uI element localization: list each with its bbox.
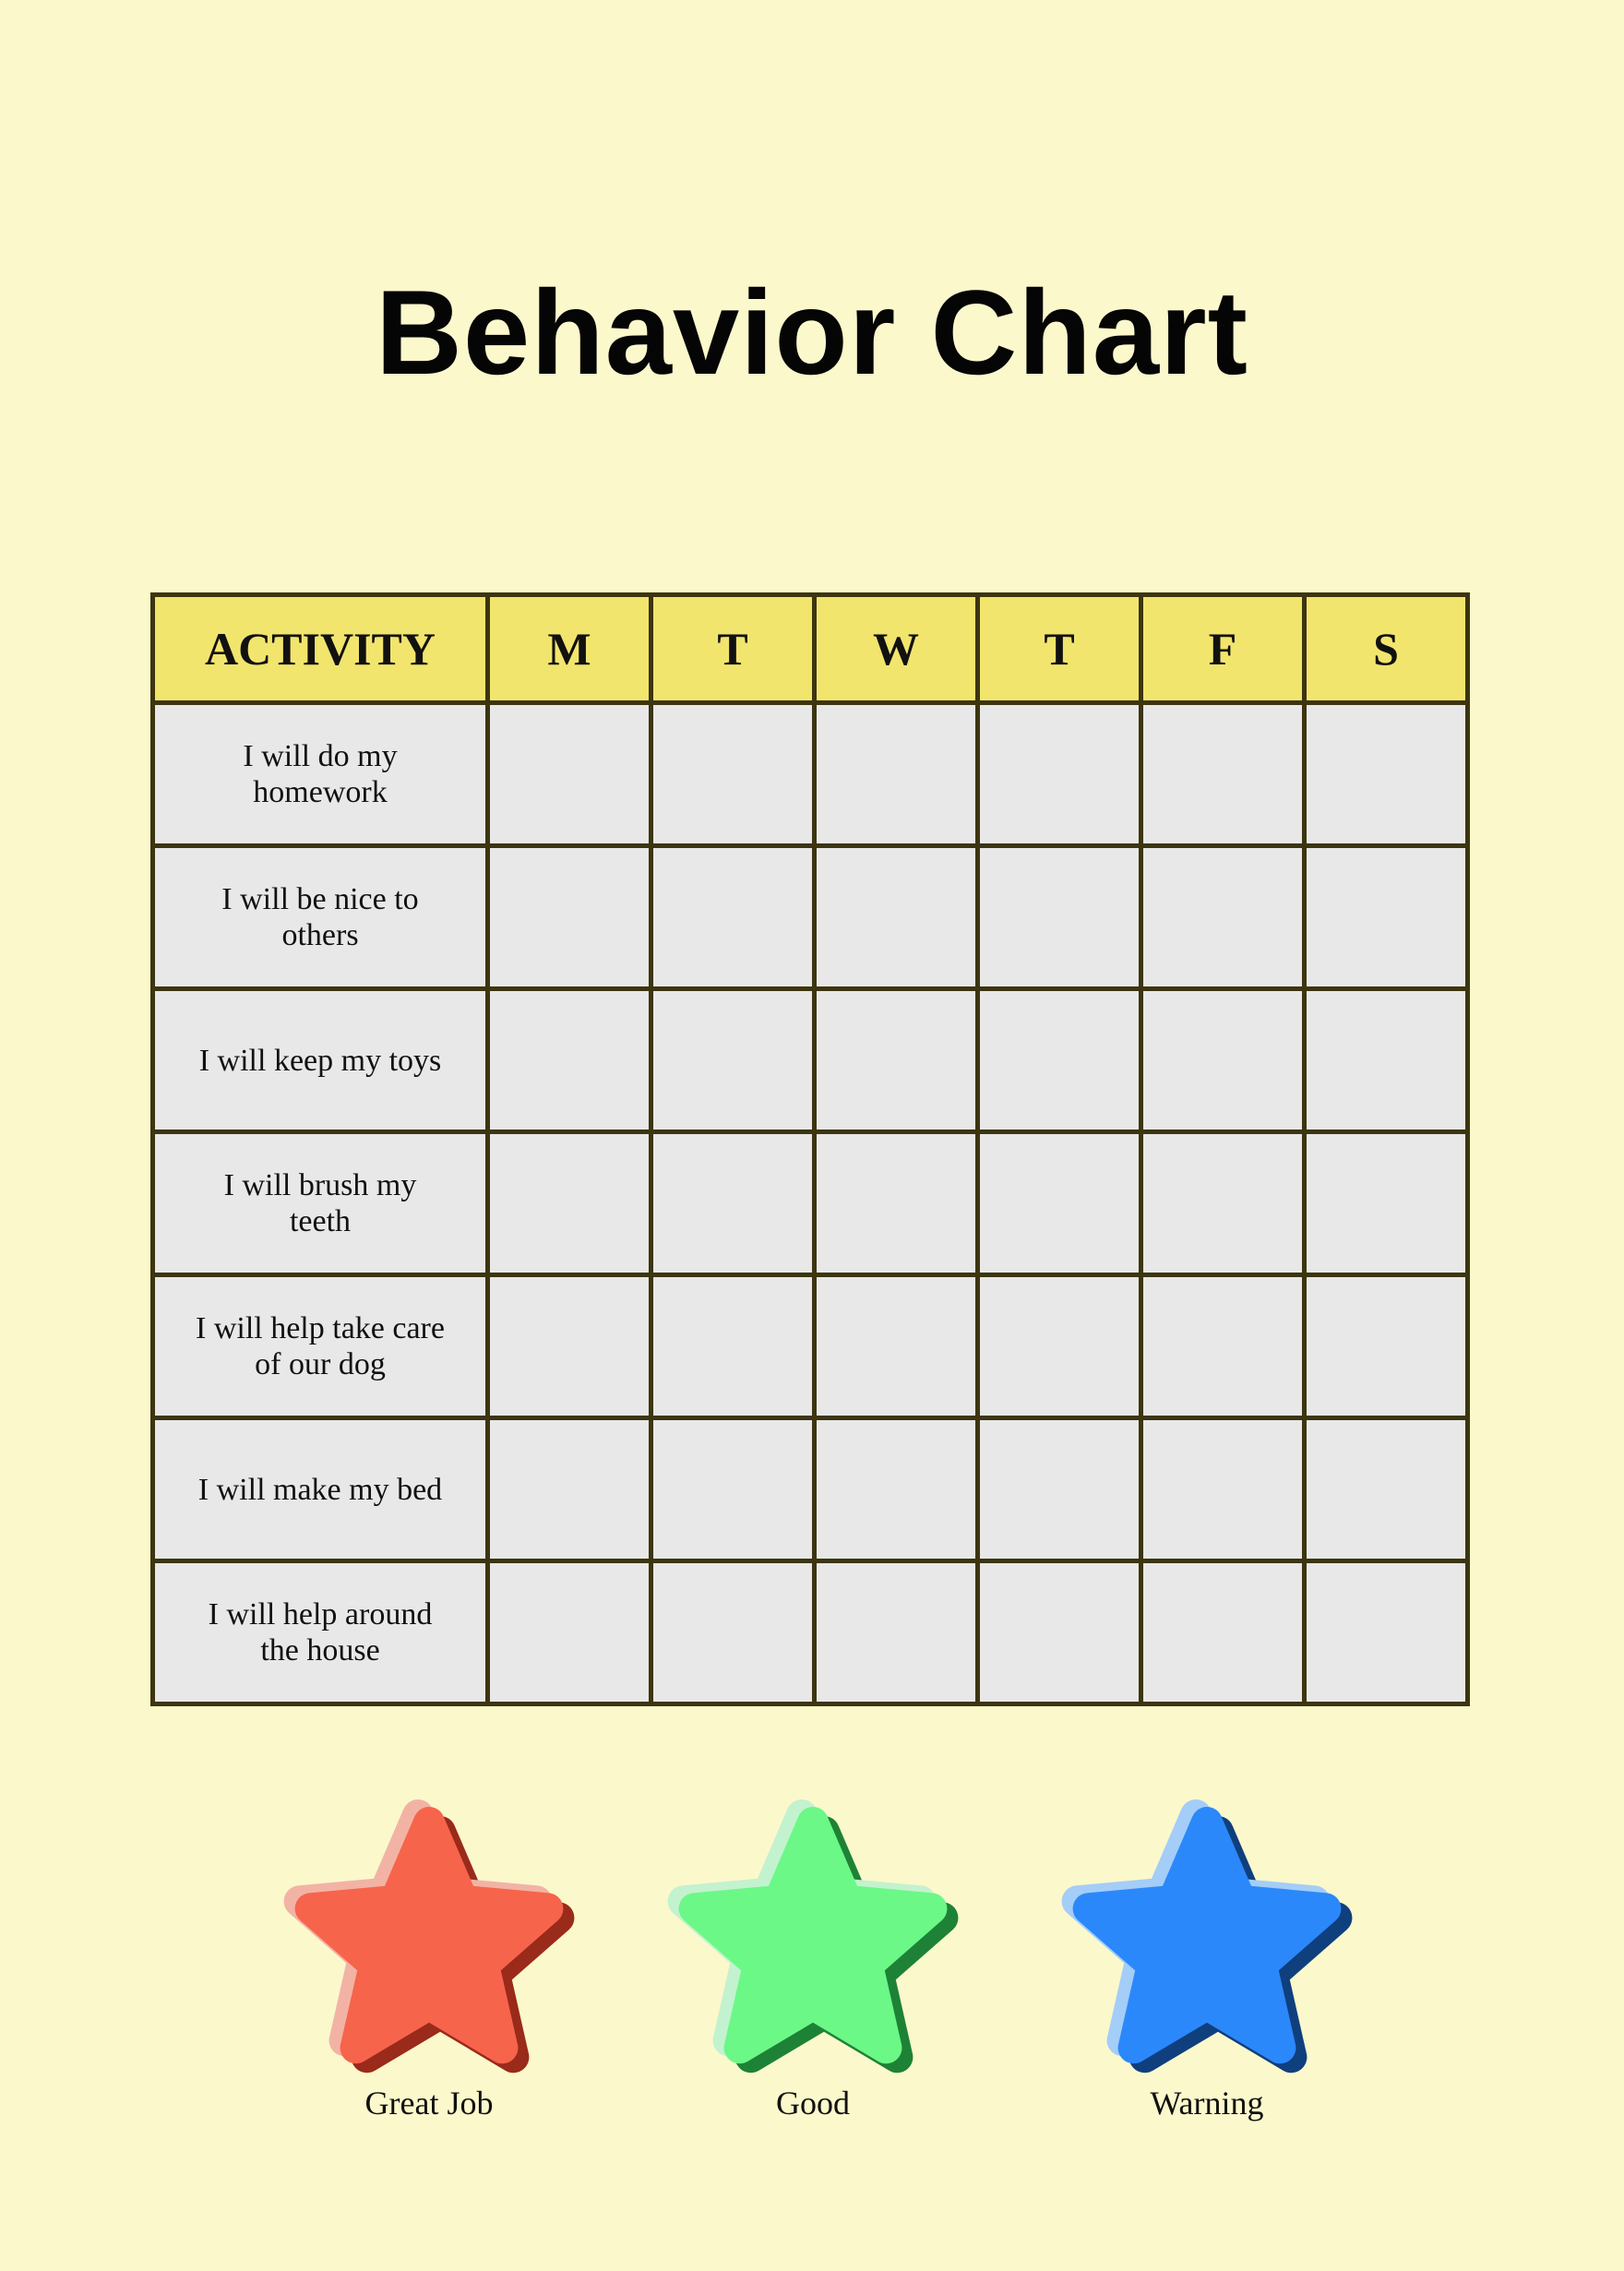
header-row: ACTIVITY M T W T F S (150, 592, 1470, 705)
day-cell[interactable] (1139, 986, 1307, 1134)
day-cell[interactable] (812, 700, 980, 848)
activity-cell: I will brush my teeth (150, 1130, 490, 1277)
header-day: T (975, 592, 1143, 705)
header-day: F (1139, 592, 1307, 705)
day-cell[interactable] (812, 1273, 980, 1420)
activity-cell: I will help take care of our dog (150, 1273, 490, 1420)
day-cell[interactable] (485, 1273, 653, 1420)
activity-label: I will keep my toys (198, 1043, 442, 1078)
day-cell[interactable] (812, 1130, 980, 1277)
day-cell[interactable] (812, 1559, 980, 1706)
day-cell[interactable] (975, 843, 1143, 991)
blue-star-icon (1061, 1799, 1353, 2074)
legend-label: Great Job (364, 2085, 494, 2122)
legend-great-job: Great Job (281, 1799, 577, 2122)
day-cell[interactable] (975, 1416, 1143, 1563)
star-body (294, 1807, 564, 2064)
day-cell[interactable] (485, 986, 653, 1134)
legend-warning: Warning (1059, 1799, 1355, 2122)
activity-cell: I will make my bed (150, 1416, 490, 1563)
legend-label: Warning (1150, 2085, 1264, 2122)
day-cell[interactable] (1139, 1416, 1307, 1563)
table-row: I will brush my teeth (150, 1130, 1470, 1277)
day-cell[interactable] (485, 1130, 653, 1277)
activity-cell: I will do my homework (150, 700, 490, 848)
day-cell[interactable] (649, 1559, 817, 1706)
day-cell[interactable] (975, 1273, 1143, 1420)
legend-label: Good (776, 2085, 850, 2122)
day-cell[interactable] (1302, 1559, 1470, 1706)
day-cell[interactable] (649, 1273, 817, 1420)
behavior-table: ACTIVITY M T W T F S I will do my homework I wi… (150, 592, 1470, 1706)
day-cell[interactable] (649, 843, 817, 991)
day-cell[interactable] (975, 986, 1143, 1134)
day-cell[interactable] (485, 843, 653, 991)
day-cell[interactable] (1139, 700, 1307, 848)
day-cell[interactable] (975, 700, 1143, 848)
header-day: M (485, 592, 653, 705)
activity-label: I will be nice to others (221, 882, 419, 952)
day-cell[interactable] (485, 1416, 653, 1563)
day-cell[interactable] (485, 1559, 653, 1706)
day-cell[interactable] (649, 1416, 817, 1563)
table-row: I will keep my toys (150, 986, 1470, 1134)
star-body (1072, 1807, 1342, 2064)
day-cell[interactable] (1139, 843, 1307, 991)
activity-label: I will make my bed (197, 1472, 443, 1507)
activity-cell: I will keep my toys (150, 986, 490, 1134)
table-row: I will be nice to others (150, 843, 1470, 991)
activity-cell: I will help around the house (150, 1559, 490, 1706)
day-cell[interactable] (1302, 700, 1470, 848)
day-cell[interactable] (975, 1559, 1143, 1706)
day-cell[interactable] (649, 986, 817, 1134)
day-cell[interactable] (812, 843, 980, 991)
day-cell[interactable] (1302, 986, 1470, 1134)
activity-label: I will help around the house (208, 1597, 433, 1667)
day-cell[interactable] (1302, 1130, 1470, 1277)
table-row: I will make my bed (150, 1416, 1470, 1563)
header-day: S (1302, 592, 1470, 705)
header-day: T (649, 592, 817, 705)
day-cell[interactable] (1302, 843, 1470, 991)
green-star-icon (667, 1799, 959, 2074)
header-activity: ACTIVITY (150, 592, 490, 705)
day-cell[interactable] (812, 986, 980, 1134)
table-row: I will help around the house (150, 1559, 1470, 1706)
table-row: I will help take care of our dog (150, 1273, 1470, 1420)
red-star-icon (283, 1799, 575, 2074)
activity-label: I will do my homework (243, 739, 398, 809)
day-cell[interactable] (485, 700, 653, 848)
day-cell[interactable] (1139, 1273, 1307, 1420)
day-cell[interactable] (1302, 1416, 1470, 1563)
activity-label: I will help take care of our dog (196, 1311, 445, 1381)
table-row: I will do my homework (150, 700, 1470, 848)
day-cell[interactable] (1139, 1559, 1307, 1706)
activity-cell: I will be nice to others (150, 843, 490, 991)
legend-good: Good (665, 1799, 961, 2122)
page-title: Behavior Chart (376, 265, 1248, 400)
activity-label: I will brush my teeth (223, 1168, 417, 1238)
day-cell[interactable] (975, 1130, 1143, 1277)
day-cell[interactable] (812, 1416, 980, 1563)
star-body (678, 1807, 948, 2064)
day-cell[interactable] (649, 700, 817, 848)
header-day: W (812, 592, 980, 705)
day-cell[interactable] (649, 1130, 817, 1277)
day-cell[interactable] (1302, 1273, 1470, 1420)
day-cell[interactable] (1139, 1130, 1307, 1277)
